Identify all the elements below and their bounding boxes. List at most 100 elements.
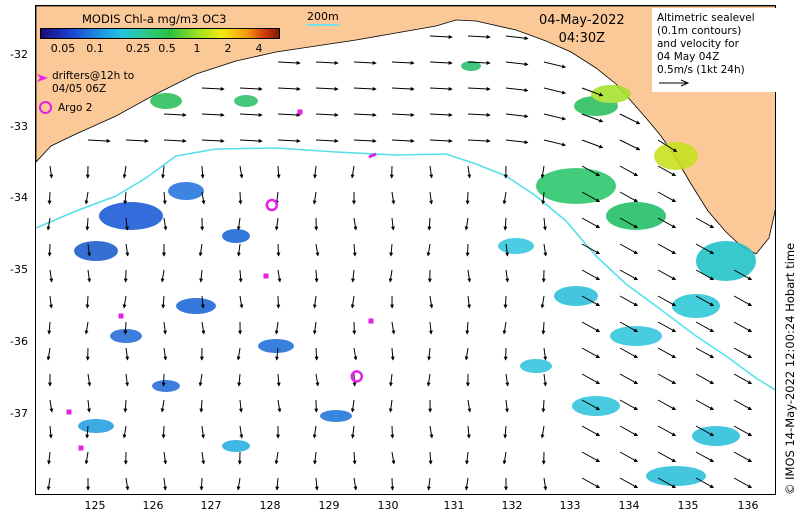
velocity-arrow — [733, 477, 753, 489]
velocity-arrow — [122, 425, 127, 439]
velocity-arrow — [84, 191, 89, 205]
velocity-arrow — [581, 243, 601, 255]
velocity-arrow — [581, 191, 601, 203]
velocity-arrow — [314, 477, 319, 491]
velocity-arrow — [467, 34, 491, 39]
velocity-arrow — [657, 347, 677, 359]
velocity-arrow — [427, 347, 432, 361]
velocity-arrow — [695, 269, 715, 281]
x-tick-label: 126 — [142, 499, 164, 512]
velocity-arrow — [161, 425, 166, 439]
velocity-arrow — [353, 477, 358, 491]
colorbar-tick: 0.05 — [50, 42, 76, 55]
velocity-arrow — [48, 425, 53, 439]
velocity-arrow — [390, 347, 395, 361]
altimetry-line: Altimetric sealevel — [657, 12, 755, 24]
velocity-arrow — [315, 138, 339, 143]
velocity-arrow — [161, 165, 166, 179]
velocity-arrow — [236, 477, 241, 491]
x-tick-label: 132 — [501, 499, 523, 512]
velocity-arrow — [277, 112, 301, 117]
velocity-arrow — [160, 269, 165, 283]
velocity-arrow — [353, 347, 358, 361]
colorbar-title: MODIS Chl-a mg/m3 OC3 — [82, 12, 227, 26]
velocity-arrow — [581, 399, 601, 411]
velocity-arrow — [388, 373, 393, 387]
velocity-arrow — [695, 347, 715, 359]
velocity-arrows — [46, 34, 753, 491]
velocity-arrow — [123, 321, 128, 335]
velocity-arrow — [201, 451, 206, 465]
velocity-arrow — [237, 373, 242, 387]
velocity-arrow — [84, 321, 89, 335]
velocity-arrow — [315, 243, 320, 257]
velocity-arrow — [619, 451, 639, 463]
velocity-arrow — [388, 399, 393, 413]
velocity-arrow — [313, 165, 318, 179]
isobath-200m — [36, 147, 775, 391]
velocity-arrow — [429, 86, 453, 91]
velocity-arrow — [163, 347, 168, 361]
altimetry-line: 04 May 04Z — [657, 51, 720, 63]
velocity-arrow — [657, 373, 677, 385]
velocity-arrow — [274, 321, 279, 335]
velocity-arrow — [426, 243, 431, 257]
velocity-arrow — [505, 269, 510, 283]
velocity-arrow — [199, 399, 204, 413]
velocity-arrow — [467, 269, 472, 283]
velocity-arrow — [198, 243, 203, 257]
velocity-arrow — [314, 347, 319, 361]
velocity-arrow — [163, 321, 168, 335]
velocity-arrow — [429, 425, 434, 439]
velocity-arrow — [47, 451, 52, 465]
velocity-arrow — [581, 451, 601, 463]
x-tick-label: 125 — [84, 499, 106, 512]
velocity-arrow — [315, 373, 320, 387]
y-tick-label: -34 — [10, 191, 28, 204]
velocity-arrow — [505, 139, 529, 145]
velocity-arrow — [657, 165, 677, 177]
x-tick-label: 135 — [677, 499, 699, 512]
velocity-arrow — [276, 243, 281, 257]
velocity-arrow — [239, 165, 244, 179]
velocity-arrow — [350, 425, 355, 439]
velocity-arrow — [543, 87, 567, 95]
velocity-arrow — [619, 243, 639, 255]
velocity-arrow — [505, 61, 529, 67]
velocity-arrow — [543, 243, 548, 257]
velocity-arrow — [276, 373, 281, 387]
velocity-arrow — [657, 295, 677, 307]
velocity-arrow — [46, 217, 51, 231]
velocity-arrow — [87, 243, 92, 257]
velocity-arrow — [315, 60, 339, 65]
velocity-arrow — [619, 139, 641, 151]
velocity-arrow — [391, 451, 396, 465]
velocity-arrow — [124, 217, 129, 231]
velocity-arrow — [85, 425, 90, 439]
velocity-arrow — [391, 191, 396, 205]
velocity-arrow — [695, 217, 715, 229]
velocity-arrow — [505, 373, 510, 387]
velocity-arrow — [429, 295, 434, 309]
isobath-legend-label: 200m — [307, 10, 339, 23]
velocity-arrow — [505, 87, 529, 93]
drifter-legend-line2: 04/05 06Z — [52, 83, 107, 95]
velocity-arrow — [502, 321, 507, 335]
x-tick-label: 128 — [259, 499, 281, 512]
velocity-arrow — [502, 191, 507, 205]
drifter-legend-line1: drifters@12h to — [52, 70, 135, 82]
velocity-arrow — [581, 139, 604, 149]
x-tick-label: 136 — [737, 499, 759, 512]
velocity-arrow — [125, 243, 130, 257]
velocity-arrow — [657, 217, 677, 229]
velocity-arrow — [657, 269, 677, 281]
velocity-arrow — [125, 138, 149, 143]
velocity-arrow — [236, 217, 241, 231]
drifter-legend: drifters@12h to 04/05 06Z — [52, 70, 134, 96]
velocity-arrow — [201, 86, 225, 91]
velocity-arrow — [200, 295, 205, 309]
x-tick-label: 129 — [318, 499, 340, 512]
velocity-arrow — [312, 321, 317, 335]
velocity-arrow — [239, 295, 244, 309]
velocity-arrow — [581, 373, 601, 385]
